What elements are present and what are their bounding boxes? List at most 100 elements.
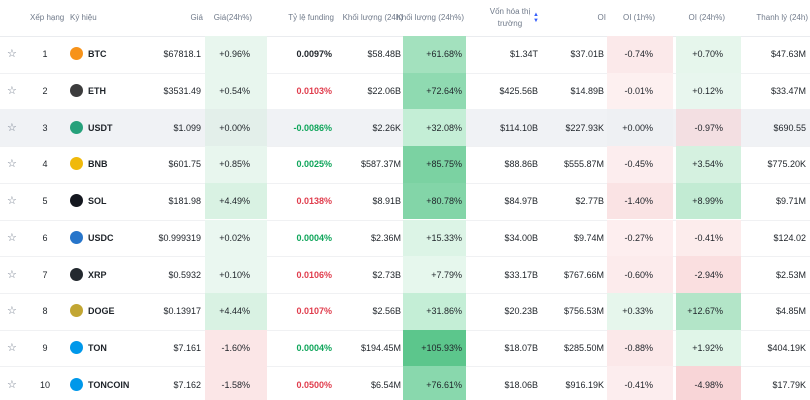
price-24h-cell: +0.85% <box>219 159 250 170</box>
market-cap-cell: $1.34T <box>509 49 538 60</box>
funding-cell: 0.0025% <box>296 159 332 170</box>
oi-24h-cell: +0.12% <box>692 86 723 97</box>
favorite-star[interactable]: ☆ <box>7 48 17 61</box>
price-24h-cell: +0.00% <box>219 122 250 133</box>
price-cell: $3531.49 <box>163 86 201 97</box>
column-header[interactable]: OI <box>597 13 606 22</box>
oi-1h-cell: -0.01% <box>624 86 653 97</box>
liquidation-cell: $124.02 <box>773 232 806 243</box>
rank-cell: 10 <box>39 379 50 390</box>
coin-icon <box>70 194 83 208</box>
oi-cell: $14.89B <box>570 86 604 97</box>
column-header[interactable]: OI (24h%) <box>688 13 725 22</box>
favorite-star[interactable]: ☆ <box>7 268 17 281</box>
price-cell: $7.162 <box>173 379 201 390</box>
heat-cell <box>607 329 673 367</box>
symbol-cell[interactable]: DOGE <box>88 306 115 317</box>
symbol-cell[interactable]: USDT <box>88 122 113 133</box>
column-header[interactable]: Thanh lý (24h) <box>756 13 808 22</box>
price-24h-cell: +4.49% <box>219 196 250 207</box>
oi-24h-cell: +3.54% <box>692 159 723 170</box>
funding-cell: 0.0500% <box>296 379 332 390</box>
market-cap-cell: $84.97B <box>504 196 538 207</box>
liquidation-cell: $9.71M <box>775 196 806 207</box>
sort-icon: ▲ ▼ <box>533 12 539 24</box>
volume-cell: $6.54M <box>370 379 401 390</box>
volume-24h-cell: +61.68% <box>426 49 462 60</box>
column-header[interactable]: Giá <box>190 13 203 22</box>
heat-cell <box>205 366 267 400</box>
market-cap-cell: $33.17B <box>504 269 538 280</box>
column-header[interactable]: Ký hiệu <box>70 13 97 22</box>
heat-cell <box>205 182 267 220</box>
oi-1h-cell: -0.27% <box>624 232 653 243</box>
oi-cell: $285.50M <box>563 342 604 353</box>
heat-cell <box>403 219 466 257</box>
favorite-star[interactable]: ☆ <box>7 121 17 134</box>
heat-cell <box>676 219 741 257</box>
volume-24h-cell: +31.86% <box>426 306 462 317</box>
rank-cell: 5 <box>42 196 48 207</box>
oi-24h-cell: -4.98% <box>694 379 723 390</box>
heat-cell <box>205 329 267 367</box>
rank-cell: 4 <box>42 159 48 170</box>
favorite-star[interactable]: ☆ <box>7 378 17 391</box>
favorite-star[interactable]: ☆ <box>7 195 17 208</box>
column-header[interactable]: Vốn hóa thị trường <box>489 7 531 28</box>
symbol-cell[interactable]: SOL <box>88 196 107 207</box>
favorite-star[interactable]: ☆ <box>7 158 17 171</box>
price-24h-cell: +0.02% <box>219 232 250 243</box>
volume-24h-cell: +15.33% <box>426 232 462 243</box>
symbol-cell[interactable]: BNB <box>88 159 108 170</box>
column-header[interactable]: Giá(24h%) <box>213 13 252 22</box>
coin-icon <box>70 267 83 281</box>
favorite-star[interactable]: ☆ <box>7 305 17 318</box>
symbol-cell[interactable]: ETH <box>88 86 106 97</box>
heat-cell <box>205 256 267 293</box>
heat-cell <box>403 146 466 183</box>
heat-cell <box>205 36 267 73</box>
column-header[interactable]: OI (1h%) <box>622 13 655 22</box>
heat-cell <box>403 366 466 400</box>
oi-cell: $2.77B <box>575 196 604 207</box>
oi-24h-cell: -0.97% <box>694 122 723 133</box>
favorite-star[interactable]: ☆ <box>7 231 17 244</box>
oi-cell: $9.74M <box>573 232 604 243</box>
heat-cell <box>205 146 267 183</box>
heat-cell <box>676 182 741 220</box>
oi-24h-cell: +0.70% <box>692 49 723 60</box>
symbol-cell[interactable]: TONCOIN <box>88 379 130 390</box>
symbol-cell[interactable]: BTC <box>88 49 107 60</box>
price-cell: $7.161 <box>173 342 201 353</box>
coin-icon <box>70 157 83 171</box>
heat-cell <box>205 109 267 147</box>
symbol-cell[interactable]: XRP <box>88 269 107 280</box>
price-24h-cell: +0.10% <box>219 269 250 280</box>
volume-24h-cell: +80.78% <box>426 196 462 207</box>
symbol-cell[interactable]: TON <box>88 342 107 353</box>
coin-icon <box>70 304 83 318</box>
rank-cell: 2 <box>42 86 48 97</box>
favorite-star[interactable]: ☆ <box>7 341 17 354</box>
liquidation-cell: $47.63M <box>770 49 806 60</box>
oi-24h-cell: +8.99% <box>692 196 723 207</box>
price-cell: $601.75 <box>168 159 201 170</box>
price-cell: $1.099 <box>173 122 201 133</box>
volume-24h-cell: +7.79% <box>431 269 462 280</box>
heat-cell <box>403 292 466 330</box>
liquidation-cell: $17.79K <box>772 379 806 390</box>
symbol-cell[interactable]: USDC <box>88 232 114 243</box>
price-24h-cell: -1.58% <box>221 379 250 390</box>
favorite-star[interactable]: ☆ <box>7 85 17 98</box>
heat-cell <box>676 256 741 293</box>
column-header[interactable]: Khối lượng (24h%) <box>396 13 464 22</box>
column-header[interactable]: Khối lượng (24h) <box>342 13 403 22</box>
column-header[interactable]: Tỷ lệ funding <box>288 13 334 22</box>
rank-cell: 7 <box>42 269 48 280</box>
volume-24h-cell: +32.08% <box>426 122 462 133</box>
price-24h-cell: +4.44% <box>219 306 250 317</box>
column-header[interactable]: Xếp hạng <box>30 13 65 22</box>
liquidation-cell: $404.19K <box>767 342 806 353</box>
market-cap-cell: $34.00B <box>504 232 538 243</box>
